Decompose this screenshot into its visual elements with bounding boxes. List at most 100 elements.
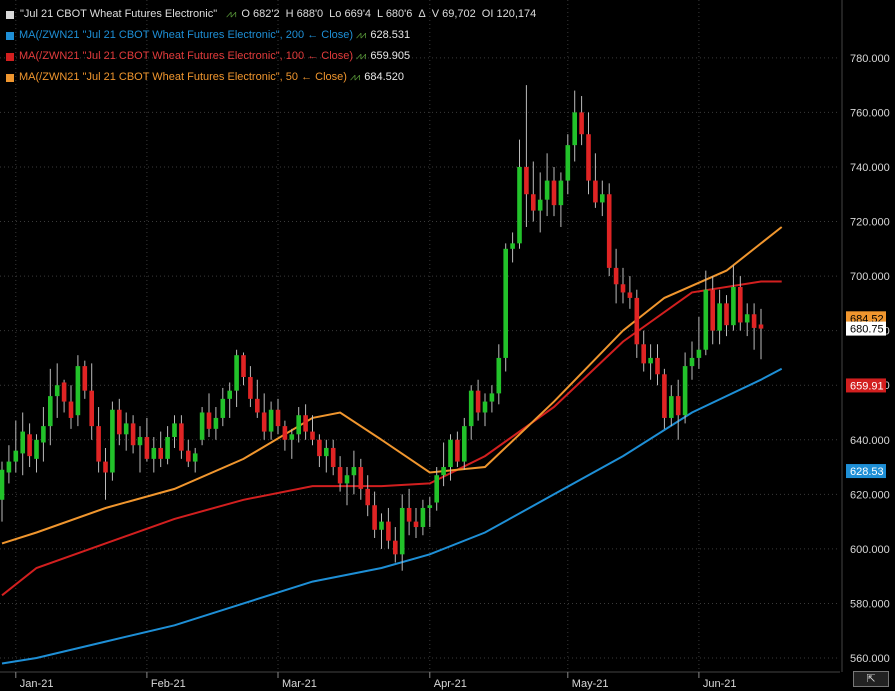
candle-down bbox=[406, 507, 412, 522]
ma50-line bbox=[1, 226, 783, 545]
ma200-value: 628.531 bbox=[370, 29, 411, 41]
ma50-value: 684.520 bbox=[364, 71, 404, 83]
candle-up bbox=[537, 199, 543, 211]
candle-up bbox=[123, 423, 129, 435]
candle-down bbox=[455, 439, 460, 462]
ma100-value: 659.905 bbox=[370, 50, 411, 62]
candle-down bbox=[413, 521, 419, 528]
candle-down bbox=[620, 284, 626, 293]
x-tick-label: May-21 bbox=[572, 678, 609, 690]
candle-up bbox=[296, 415, 301, 435]
candle-up bbox=[510, 243, 515, 249]
candle-down bbox=[179, 423, 184, 451]
ma200-swatch bbox=[6, 31, 14, 40]
candle-down bbox=[103, 461, 108, 473]
x-tick-label: Jun-21 bbox=[703, 678, 737, 690]
candle-up bbox=[227, 390, 232, 399]
candle-up bbox=[462, 426, 467, 462]
candle-up bbox=[220, 398, 226, 418]
candle-up bbox=[703, 289, 709, 350]
candle-up bbox=[669, 396, 674, 418]
candle-down bbox=[255, 398, 260, 413]
y-tick-label: 640.000 bbox=[850, 435, 890, 447]
study-icon: ⩘⩘ bbox=[356, 30, 366, 41]
candle-up bbox=[234, 355, 239, 391]
legend-row-symbol[interactable]: "Jul 21 CBOT Wheat Futures Electronic" ⩘… bbox=[6, 4, 542, 25]
chart-legend: "Jul 21 CBOT Wheat Futures Electronic" ⩘… bbox=[6, 4, 542, 88]
ma200-line bbox=[1, 367, 783, 665]
candle-down bbox=[117, 409, 122, 435]
candle-down bbox=[82, 366, 88, 391]
candle-up bbox=[434, 475, 439, 503]
candle-down bbox=[158, 447, 163, 459]
study-icon: ⩘⩘ bbox=[356, 51, 366, 62]
last-value: L 680'6 bbox=[377, 8, 413, 20]
candle-up bbox=[48, 396, 53, 427]
x-tick-label: Apr-21 bbox=[434, 678, 467, 690]
candle-up bbox=[54, 385, 60, 397]
ma100-swatch bbox=[6, 52, 14, 61]
candle-up bbox=[427, 505, 433, 508]
price-tag-label: 628.53 bbox=[850, 466, 884, 478]
candle-up bbox=[151, 447, 157, 459]
price-tag-label: 680.75 bbox=[850, 324, 884, 336]
candle-down bbox=[551, 180, 557, 206]
high-value: H 688'0 bbox=[285, 8, 324, 20]
ma50-swatch bbox=[6, 73, 14, 82]
candle-down bbox=[282, 426, 288, 440]
candle-down bbox=[751, 314, 757, 328]
candle-up bbox=[448, 439, 453, 468]
candle-up bbox=[496, 357, 502, 394]
candle-up bbox=[379, 521, 384, 530]
candle-down bbox=[365, 488, 370, 506]
legend-row-ma200[interactable]: MA(/ZWN21 "Jul 21 CBOT Wheat Futures Ele… bbox=[6, 25, 542, 46]
candle-down bbox=[372, 505, 377, 530]
candle-down bbox=[386, 521, 391, 541]
x-tick-label: Mar-21 bbox=[282, 678, 317, 690]
candle-up bbox=[682, 366, 688, 416]
y-tick-label: 780.000 bbox=[850, 53, 890, 65]
candle-down bbox=[675, 396, 681, 416]
candle-down bbox=[96, 426, 101, 462]
candle-down bbox=[275, 409, 281, 427]
time-axis: Jan-21 Feb-21 Mar-21 Apr-21 May-21 Jun-21 bbox=[0, 0, 843, 690]
candle-up bbox=[517, 166, 522, 244]
legend-row-ma100[interactable]: MA(/ZWN21 "Jul 21 CBOT Wheat Futures Ele… bbox=[6, 46, 542, 67]
candle-up bbox=[289, 434, 295, 440]
price-tag-ma200 bbox=[846, 464, 886, 479]
candle-up bbox=[34, 439, 39, 459]
y-tick-label: 740.000 bbox=[850, 162, 890, 174]
price-axis: 560.000580.000600.000620.000640.000660.0… bbox=[850, 53, 890, 665]
candle-up bbox=[696, 349, 702, 358]
candle-down bbox=[241, 355, 246, 378]
ma50-label: MA(/ZWN21 "Jul 21 CBOT Wheat Futures Ele… bbox=[19, 71, 347, 83]
candle-down bbox=[130, 423, 136, 446]
candle-up bbox=[6, 461, 12, 473]
candle-up bbox=[744, 314, 750, 323]
candle-down bbox=[613, 267, 619, 285]
candle-up bbox=[213, 417, 219, 429]
candle-down bbox=[206, 412, 212, 429]
candle-up bbox=[717, 303, 722, 331]
x-tick-label: Feb-21 bbox=[151, 678, 186, 690]
gridlines bbox=[0, 0, 840, 672]
candle-down bbox=[27, 434, 32, 457]
study-icon: ⩘⩘ bbox=[226, 9, 236, 20]
y-tick-label: 620.000 bbox=[850, 489, 890, 501]
legend-row-ma50[interactable]: MA(/ZWN21 "Jul 21 CBOT Wheat Futures Ele… bbox=[6, 67, 542, 88]
candle-down bbox=[261, 412, 267, 432]
candle-down bbox=[330, 447, 336, 468]
candle-down bbox=[738, 286, 743, 323]
candle-up bbox=[268, 409, 274, 432]
candle-down bbox=[393, 540, 398, 555]
candle-down bbox=[248, 377, 253, 399]
candle-down bbox=[358, 467, 364, 489]
candle-up bbox=[13, 450, 19, 462]
candle-up bbox=[324, 447, 329, 457]
candle-down bbox=[662, 374, 667, 418]
expand-icon[interactable]: ⇱ bbox=[853, 671, 889, 687]
candle-down bbox=[710, 289, 715, 331]
x-tick-label: Jan-21 bbox=[20, 678, 54, 690]
